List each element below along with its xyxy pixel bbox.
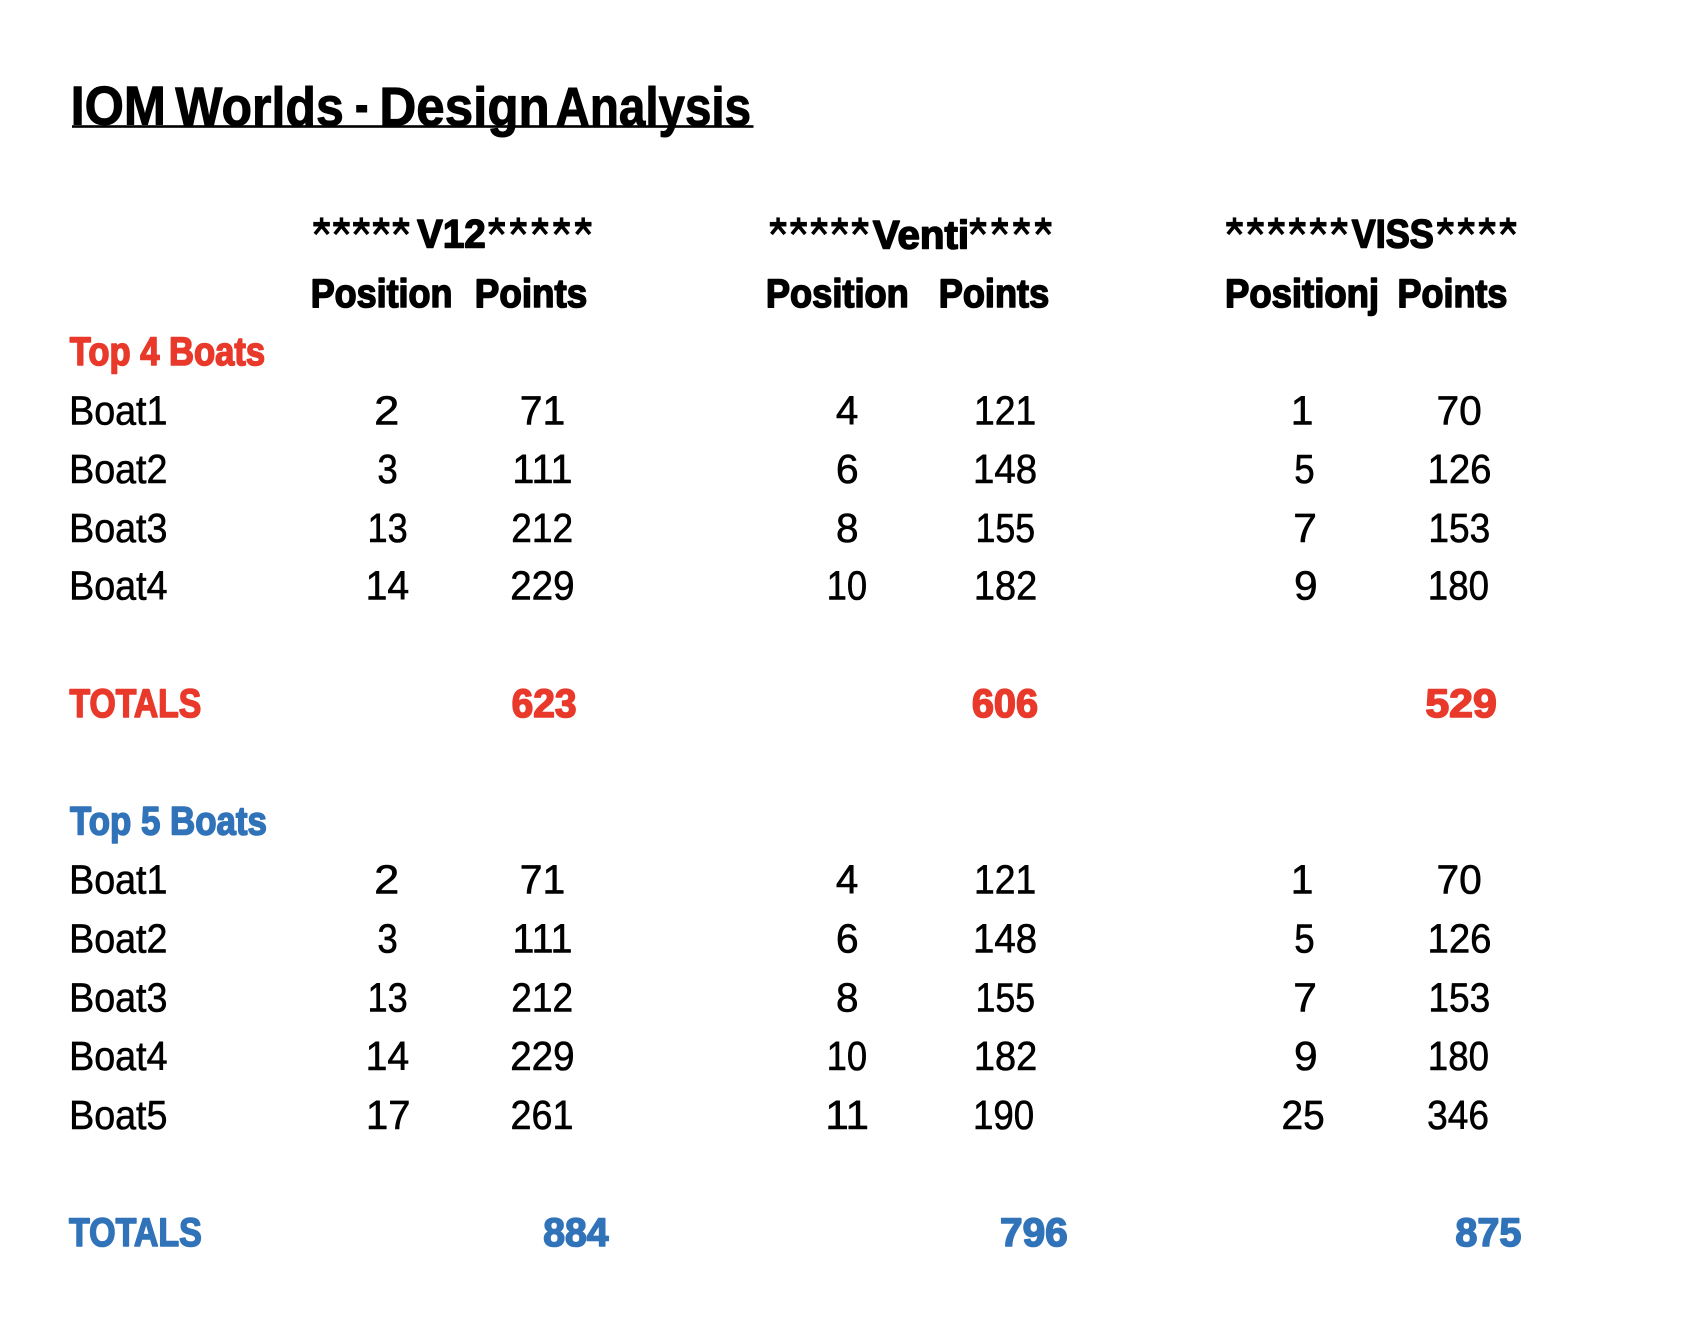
svg-text:155: 155	[976, 975, 1036, 1021]
svg-text:14: 14	[366, 564, 410, 609]
svg-text:Venti: Venti	[873, 212, 969, 257]
svg-text:7: 7	[1293, 505, 1317, 551]
svg-text:1: 1	[1291, 387, 1314, 433]
svg-text:180: 180	[1428, 564, 1489, 609]
svg-text:884: 884	[543, 1211, 608, 1256]
svg-text:17: 17	[366, 1093, 410, 1138]
svg-text:229: 229	[510, 564, 574, 609]
svg-text:14: 14	[366, 1034, 410, 1079]
svg-text:190: 190	[973, 1093, 1034, 1138]
svg-text:529: 529	[1425, 680, 1497, 726]
svg-text:111: 111	[512, 447, 572, 492]
svg-text:182: 182	[974, 563, 1037, 608]
svg-text:Boat2: Boat2	[69, 917, 167, 962]
svg-text:148: 148	[973, 917, 1037, 962]
svg-text:346: 346	[1427, 1093, 1489, 1138]
svg-text:148: 148	[973, 447, 1037, 492]
svg-text:Analysis: Analysis	[556, 76, 752, 137]
svg-text:TOTALS: TOTALS	[69, 1209, 202, 1254]
svg-text:7: 7	[1293, 974, 1317, 1020]
svg-text:70: 70	[1437, 857, 1482, 903]
svg-text:182: 182	[974, 1034, 1037, 1079]
svg-text:Worlds: Worlds	[175, 77, 344, 137]
svg-text:153: 153	[1428, 976, 1490, 1021]
svg-text:126: 126	[1428, 917, 1492, 962]
svg-text:IOM: IOM	[71, 76, 166, 137]
svg-text:Position: Position	[311, 271, 453, 316]
svg-text:180: 180	[1428, 1034, 1489, 1079]
svg-text:9: 9	[1294, 562, 1318, 608]
svg-text:Positionj: Positionj	[1225, 271, 1379, 316]
svg-text:261: 261	[511, 1094, 574, 1139]
svg-text:3: 3	[377, 917, 397, 962]
svg-text:6: 6	[836, 446, 859, 492]
svg-text:Boat2: Boat2	[69, 448, 167, 493]
svg-text:606: 606	[972, 682, 1038, 726]
svg-text:5: 5	[1294, 447, 1314, 492]
svg-text:Boat1: Boat1	[69, 858, 167, 903]
svg-text:9: 9	[1294, 1033, 1318, 1079]
svg-text:3: 3	[377, 447, 397, 492]
svg-text:121: 121	[974, 858, 1036, 903]
svg-text:4: 4	[836, 387, 858, 433]
svg-text:623: 623	[512, 682, 577, 727]
svg-text:796: 796	[1000, 1209, 1068, 1255]
svg-text:Boat3: Boat3	[69, 507, 167, 552]
svg-text:8: 8	[836, 505, 859, 551]
svg-text:Position: Position	[766, 271, 909, 316]
svg-text:2: 2	[374, 858, 399, 903]
svg-text:-: -	[355, 75, 368, 135]
svg-text:1: 1	[1291, 857, 1314, 903]
svg-text:111: 111	[512, 917, 572, 962]
svg-text:229: 229	[510, 1034, 574, 1079]
svg-text:Top 4 Boats: Top 4 Boats	[70, 328, 265, 373]
svg-text:155: 155	[976, 506, 1036, 552]
svg-text:10: 10	[827, 564, 867, 609]
svg-text:Points: Points	[939, 271, 1049, 316]
svg-text:Boat1: Boat1	[69, 389, 167, 434]
svg-text:71: 71	[520, 388, 566, 434]
svg-text:Boat4: Boat4	[69, 1035, 167, 1080]
svg-text:25: 25	[1282, 1093, 1325, 1138]
svg-text:212: 212	[511, 976, 573, 1021]
svg-text:875: 875	[1455, 1211, 1521, 1255]
svg-text:10: 10	[827, 1034, 867, 1079]
svg-text:Boat5: Boat5	[69, 1094, 167, 1139]
svg-text:2: 2	[374, 389, 399, 434]
svg-text:212: 212	[511, 506, 573, 551]
svg-text:13: 13	[368, 975, 408, 1020]
svg-text:126: 126	[1428, 447, 1492, 492]
svg-text:70: 70	[1437, 387, 1482, 433]
svg-text:71: 71	[520, 857, 566, 903]
svg-text:Boat4: Boat4	[69, 564, 167, 609]
svg-text:6: 6	[836, 916, 859, 962]
svg-text:8: 8	[836, 974, 859, 1020]
svg-text:121: 121	[974, 389, 1036, 434]
svg-text:VISS: VISS	[1352, 212, 1434, 257]
svg-text:5: 5	[1294, 917, 1314, 962]
svg-text:Top 5 Boats: Top 5 Boats	[70, 798, 267, 843]
svg-text:13: 13	[368, 506, 408, 551]
svg-text:11: 11	[825, 1093, 869, 1138]
svg-text:TOTALS: TOTALS	[70, 680, 202, 726]
svg-text:V12: V12	[417, 212, 486, 257]
svg-text:Points: Points	[1398, 271, 1508, 316]
svg-text:Boat3: Boat3	[69, 976, 167, 1021]
svg-text:4: 4	[836, 857, 858, 903]
svg-text:Design: Design	[379, 77, 549, 138]
svg-text:Points: Points	[475, 272, 587, 317]
svg-text:153: 153	[1428, 506, 1490, 551]
